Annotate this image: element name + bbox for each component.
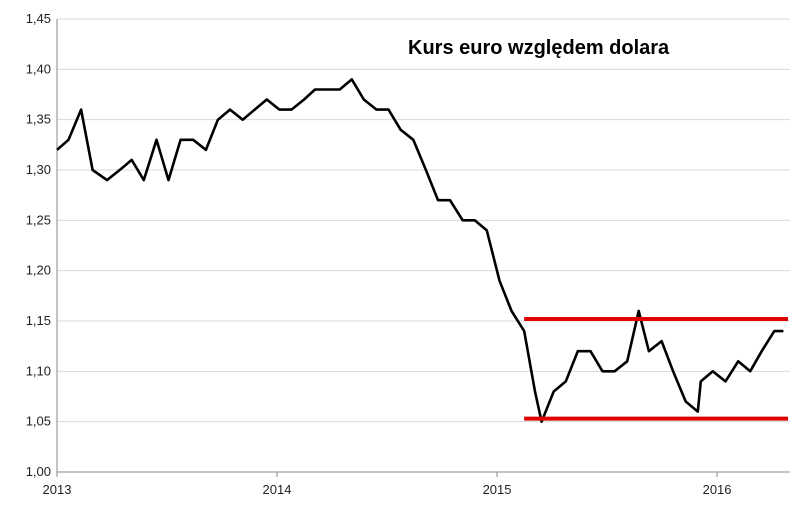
x-tick-label: 2015	[483, 482, 512, 497]
x-tick-labels: 2013 2014 2015 2016	[43, 482, 732, 497]
y-tick-label: 1,40	[26, 61, 51, 76]
axes	[56, 19, 790, 477]
x-tick-label: 2014	[263, 482, 292, 497]
y-tick-labels: 1,00 1,05 1,10 1,15 1,20 1,25 1,30 1,35 1,40 1,45	[26, 11, 51, 479]
y-tick-label: 1,35	[26, 112, 51, 127]
y-tick-label: 1,00	[26, 464, 51, 479]
y-tick-label: 1,15	[26, 313, 51, 328]
y-tick-label: 1,20	[26, 263, 51, 278]
y-tick-label: 1,45	[26, 11, 51, 26]
annotation-lines	[524, 316, 788, 421]
gridlines	[57, 18, 790, 473]
y-tick-label: 1,05	[26, 414, 51, 429]
y-tick-label: 1,10	[26, 363, 51, 378]
y-tick-label: 1,25	[26, 212, 51, 227]
x-tick-label: 2013	[43, 482, 72, 497]
chart-title: Kurs euro względem dolara	[408, 37, 670, 59]
series-group	[56, 78, 784, 424]
x-tick-label: 2016	[703, 482, 732, 497]
y-tick-label: 1,30	[26, 162, 51, 177]
series-line	[56, 78, 784, 424]
